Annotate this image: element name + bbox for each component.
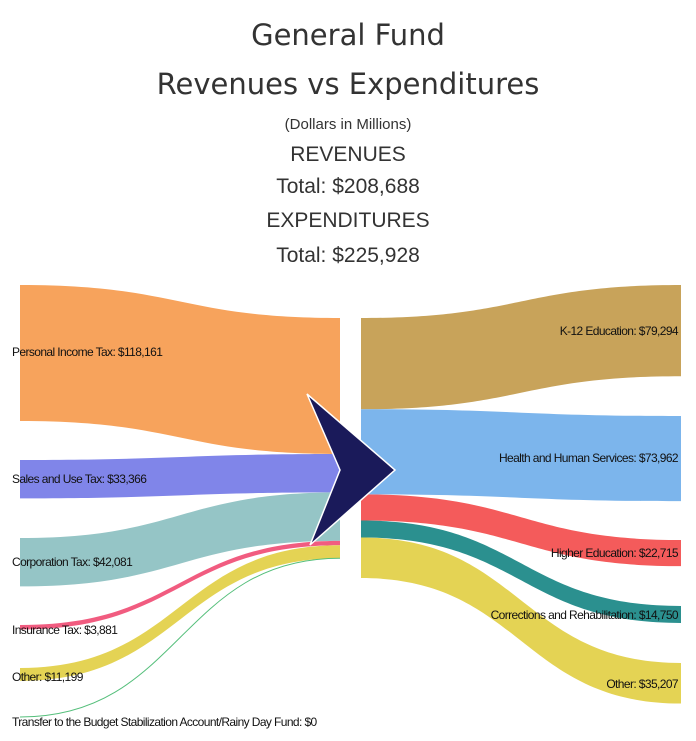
revenue-flow-4[interactable] — [20, 545, 340, 681]
revenue-flow-1[interactable] — [20, 454, 340, 499]
revenues-heading: REVENUES — [290, 143, 406, 166]
revenue-label-5: Transfer to the Budget Stabilization Acc… — [12, 715, 318, 729]
expenditure-label-1: Health and Human Services: $73,962 — [499, 451, 679, 465]
expenditures-heading: EXPENDITURES — [266, 209, 430, 232]
expenditure-flow-1[interactable] — [361, 409, 681, 502]
expenditure-label-0: K-12 Education: $79,294 — [560, 324, 679, 338]
revenue-flow-5[interactable] — [19, 557, 341, 718]
units-note: (Dollars in Millions) — [284, 116, 412, 133]
chart-title: General Fund — [251, 18, 445, 52]
expenditures-total: Total: $225,928 — [276, 244, 420, 267]
revenue-label-3: Insurance Tax: $3,881 — [12, 623, 118, 637]
expenditure-label-4: Other: $35,207 — [606, 677, 679, 691]
revenue-label-2: Corporation Tax: $42,081 — [12, 555, 133, 569]
expenditure-flow-3[interactable] — [361, 520, 681, 623]
expenditure-label-3: Corrections and Rehabilitation: $14,750 — [491, 608, 679, 622]
revenue-flow-2[interactable] — [20, 492, 340, 587]
expenditure-label-2: Higher Education: $22,715 — [551, 546, 679, 560]
revenues-total: Total: $208,688 — [276, 175, 420, 198]
revenue-label-4: Other: $11,199 — [12, 670, 84, 684]
expenditure-flow-2[interactable] — [361, 494, 681, 567]
revenue-flow-3[interactable] — [20, 540, 340, 630]
revenue-label-1: Sales and Use Tax: $33,366 — [12, 472, 147, 486]
expenditure-flow-4[interactable] — [361, 537, 681, 704]
revenue-label-0: Personal Income Tax: $118,161 — [12, 345, 163, 359]
expenditure-flow-0[interactable] — [361, 285, 681, 410]
revenue-flow-0[interactable] — [20, 285, 340, 454]
chevron-right-icon — [306, 393, 397, 546]
chart-subtitle: Revenues vs Expenditures — [156, 67, 540, 101]
